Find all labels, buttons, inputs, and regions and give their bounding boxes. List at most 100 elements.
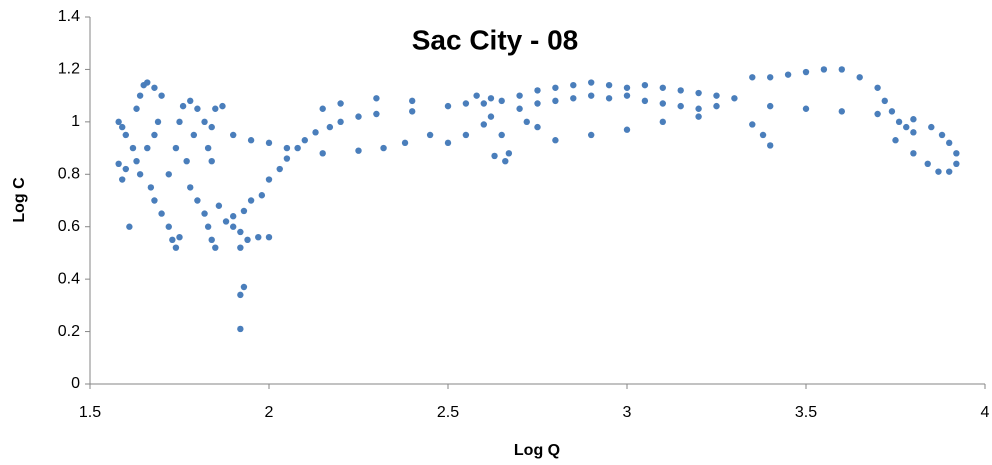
point — [237, 325, 244, 333]
point — [190, 131, 198, 139]
point — [695, 113, 702, 120]
point — [784, 71, 792, 78]
point — [588, 92, 595, 99]
point — [552, 97, 559, 105]
point — [473, 92, 480, 99]
point — [444, 139, 452, 147]
point — [534, 87, 541, 94]
point — [122, 165, 129, 173]
point — [337, 100, 344, 107]
point — [462, 100, 470, 107]
x-tick-label: 2.5 — [437, 404, 459, 421]
point — [265, 234, 273, 241]
point — [115, 118, 122, 126]
point — [910, 129, 917, 136]
point — [888, 108, 896, 115]
y-axis-label: Log C — [11, 177, 28, 223]
point — [820, 66, 828, 73]
point — [802, 68, 810, 76]
point — [749, 74, 756, 81]
point — [570, 95, 577, 102]
point — [874, 84, 881, 91]
point — [319, 150, 326, 157]
point — [187, 184, 194, 191]
point — [903, 123, 910, 131]
point — [928, 123, 935, 131]
point — [151, 197, 158, 204]
point — [409, 97, 416, 105]
point — [355, 113, 362, 120]
y-tick-label: 0.4 — [58, 270, 80, 287]
point — [487, 95, 495, 102]
point — [255, 234, 262, 241]
point — [767, 142, 774, 149]
point — [176, 118, 183, 126]
point — [759, 131, 767, 139]
point — [154, 118, 162, 126]
point — [498, 97, 505, 105]
point — [713, 102, 720, 110]
point — [151, 84, 158, 91]
point — [641, 81, 649, 89]
point — [605, 95, 613, 102]
point — [534, 123, 541, 131]
point — [523, 118, 530, 126]
y-tick-label: 0.6 — [58, 218, 80, 235]
point — [895, 118, 903, 126]
point — [179, 102, 187, 110]
point — [230, 213, 237, 220]
point — [570, 81, 577, 89]
point — [355, 147, 362, 154]
point — [165, 171, 172, 178]
point — [380, 144, 387, 152]
point — [677, 102, 684, 110]
point — [119, 176, 126, 183]
point — [136, 171, 144, 178]
point — [677, 87, 684, 94]
point — [119, 123, 126, 131]
point — [244, 236, 251, 244]
point — [659, 100, 666, 107]
point — [623, 84, 631, 91]
point — [337, 118, 344, 126]
point — [247, 137, 255, 144]
point — [502, 157, 509, 165]
point — [373, 110, 380, 118]
point — [133, 157, 140, 165]
point — [258, 192, 266, 199]
point — [144, 144, 151, 152]
point — [552, 137, 559, 144]
x-tick-label: 4 — [981, 404, 990, 421]
point — [552, 84, 559, 91]
point — [326, 123, 334, 131]
point — [194, 105, 201, 112]
point — [265, 176, 273, 183]
point — [122, 131, 129, 139]
point — [953, 160, 960, 167]
point — [240, 283, 248, 291]
point — [480, 121, 487, 128]
point — [208, 157, 215, 165]
y-tick-label: 0.2 — [58, 323, 80, 340]
point — [426, 131, 434, 139]
point — [623, 92, 631, 99]
point — [158, 92, 165, 99]
point — [237, 228, 244, 236]
point — [204, 223, 212, 230]
point — [172, 244, 180, 251]
point — [129, 144, 137, 152]
y-tick-label: 1.2 — [58, 61, 80, 78]
point — [294, 144, 301, 152]
point — [276, 165, 283, 173]
point — [219, 102, 226, 110]
point — [165, 223, 172, 230]
point — [953, 150, 960, 157]
point — [924, 160, 931, 167]
point — [910, 116, 917, 123]
point — [588, 79, 595, 86]
y-tick-label: 0 — [71, 375, 80, 392]
point — [856, 74, 863, 81]
point — [172, 144, 180, 152]
point — [659, 118, 666, 126]
